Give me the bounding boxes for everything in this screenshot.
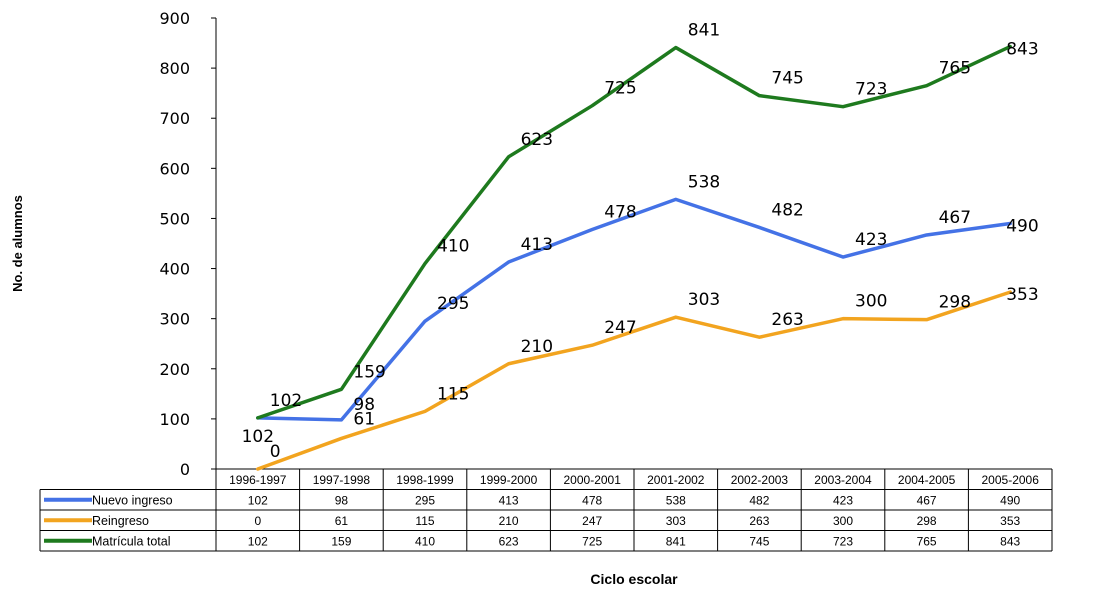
table-cell: 98 <box>335 494 349 508</box>
y-tick-label: 600 <box>159 159 190 178</box>
y-tick-label: 200 <box>159 360 190 379</box>
table-cell: 841 <box>666 535 686 549</box>
legend-label: Matrícula total <box>92 535 171 549</box>
data-label: 623 <box>521 130 553 150</box>
data-table: 1996-1997 1997-1998 1998-1999 1999-2000 2000… <box>39 468 1053 552</box>
table-cell: 115 <box>415 514 434 528</box>
data-label: 538 <box>688 172 720 192</box>
data-label: 490 <box>1006 216 1038 236</box>
data-label: 115 <box>437 384 469 404</box>
x-tick-label: 2001-2002 <box>647 473 705 487</box>
data-label: 843 <box>1006 40 1038 60</box>
data-label: 478 <box>604 202 636 222</box>
x-tick-label: 1999-2000 <box>480 473 538 487</box>
table-cell: 478 <box>582 494 602 508</box>
x-tick-label: 2003-2004 <box>814 473 872 487</box>
data-label: 61 <box>353 409 375 429</box>
legend-label: Nuevo ingreso <box>92 494 173 508</box>
x-axis-title: Ciclo escolar <box>590 571 678 587</box>
data-label: 210 <box>521 337 553 357</box>
data-label: 295 <box>437 294 469 314</box>
data-label: 745 <box>771 69 803 89</box>
data-label: 159 <box>353 362 385 382</box>
table-cell: 490 <box>1000 494 1020 508</box>
table-cell: 423 <box>833 494 853 508</box>
x-tick-label: 1997-1998 <box>313 473 371 487</box>
data-label: 413 <box>521 235 553 255</box>
y-axis-title: No. de alumnos <box>10 195 25 292</box>
table-cell: 410 <box>415 535 435 549</box>
data-label: 102 <box>270 391 302 411</box>
y-tick-label: 300 <box>159 310 190 329</box>
table-cell: 210 <box>499 514 519 528</box>
data-label: 303 <box>688 290 720 310</box>
table-cell: 538 <box>666 494 686 508</box>
table-cell: 159 <box>331 535 351 549</box>
data-label: 353 <box>1006 285 1038 305</box>
x-tick-label: 2004-2005 <box>898 473 956 487</box>
table-cell: 745 <box>749 535 769 549</box>
data-label: 841 <box>688 21 720 41</box>
y-tick-label: 700 <box>159 109 190 128</box>
series-line <box>256 197 1012 422</box>
table-cell: 353 <box>1000 514 1020 528</box>
table-cell: 413 <box>499 494 519 508</box>
table-cell: 623 <box>499 535 519 549</box>
data-label: 410 <box>437 237 469 257</box>
table-cell: 765 <box>917 535 937 549</box>
table-cell: 247 <box>582 514 602 528</box>
table-cell: 0 <box>254 514 261 528</box>
data-label: 467 <box>939 208 971 228</box>
table-cell: 723 <box>833 535 853 549</box>
table-cell: 467 <box>917 494 937 508</box>
data-label: 98 <box>353 395 375 415</box>
data-label: 765 <box>939 59 971 79</box>
table-cell: 843 <box>1000 535 1020 549</box>
data-label: 298 <box>939 293 971 313</box>
x-tick-label: 1996-1997 <box>229 473 287 487</box>
table-cell: 725 <box>582 535 602 549</box>
table-cell: 300 <box>833 514 853 528</box>
table-cell: 102 <box>248 494 268 508</box>
x-tick-label: 1998-1999 <box>396 473 454 487</box>
table-cell: 102 <box>248 535 268 549</box>
data-label: 300 <box>855 292 887 312</box>
y-tick-label: 900 <box>159 9 190 28</box>
data-label: 725 <box>604 79 636 99</box>
y-tick-label: 400 <box>159 260 190 279</box>
data-label: 102 <box>242 427 274 447</box>
x-tick-label: 2000-2001 <box>564 473 622 487</box>
y-tick-label: 500 <box>159 209 190 228</box>
series-line <box>256 290 1012 471</box>
data-label: 482 <box>771 200 803 220</box>
data-label: 423 <box>855 230 887 250</box>
series-line <box>256 44 1012 420</box>
legend-label: Reingreso <box>92 514 149 528</box>
table-cell: 303 <box>666 514 686 528</box>
table-cell: 295 <box>415 494 435 508</box>
table-cell: 482 <box>749 494 769 508</box>
table-cell: 263 <box>749 514 769 528</box>
x-tick-label: 2002-2003 <box>731 473 789 487</box>
y-tick-label: 0 <box>180 460 190 479</box>
table-cell: 61 <box>335 514 349 528</box>
x-tick-label: 2005-2006 <box>982 473 1040 487</box>
data-label: 0 <box>270 442 281 462</box>
data-label: 263 <box>771 310 803 330</box>
y-tick-label: 100 <box>159 410 190 429</box>
y-tick-label: 800 <box>159 59 190 78</box>
table-cell: 298 <box>917 514 937 528</box>
data-label: 723 <box>855 80 887 100</box>
data-label: 247 <box>604 318 636 338</box>
